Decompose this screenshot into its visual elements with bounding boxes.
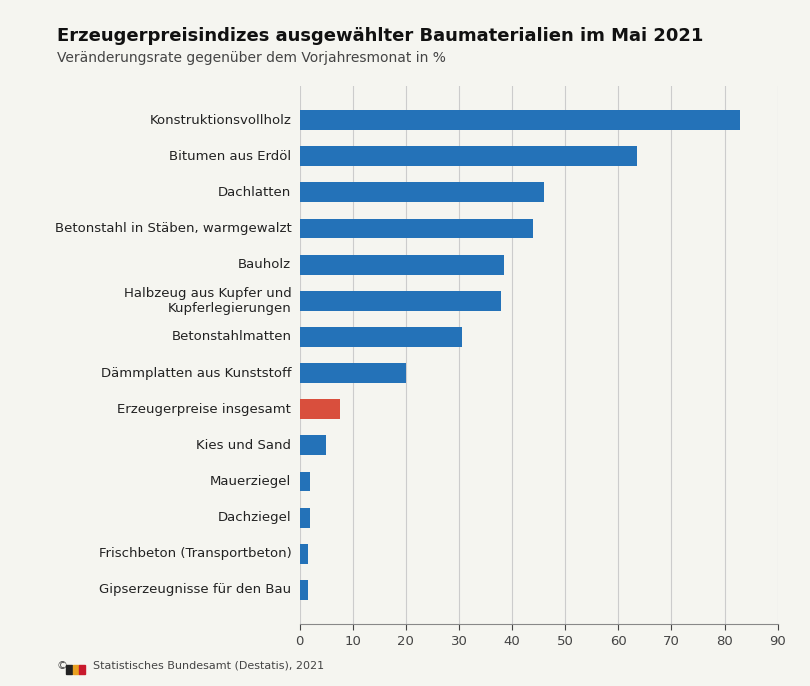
- Text: Statistisches Bundesamt (Destatis), 2021: Statistisches Bundesamt (Destatis), 2021: [93, 661, 324, 671]
- Bar: [300, 544, 308, 564]
- Text: ©: ©: [57, 661, 68, 671]
- Bar: [300, 291, 501, 311]
- Bar: [300, 471, 310, 491]
- Bar: [300, 580, 308, 600]
- Bar: [300, 182, 544, 202]
- Bar: [300, 110, 740, 130]
- Bar: [300, 146, 637, 166]
- Bar: [300, 327, 462, 347]
- Bar: [300, 508, 310, 528]
- Bar: [300, 436, 326, 456]
- Text: Erzeugerpreisindizes ausgewählter Baumaterialien im Mai 2021: Erzeugerpreisindizes ausgewählter Baumat…: [57, 27, 703, 45]
- Text: Veränderungsrate gegenüber dem Vorjahresmonat in %: Veränderungsrate gegenüber dem Vorjahres…: [57, 51, 446, 65]
- Bar: [300, 399, 339, 419]
- Bar: [300, 219, 533, 239]
- Bar: [300, 255, 504, 274]
- Bar: [300, 363, 406, 383]
